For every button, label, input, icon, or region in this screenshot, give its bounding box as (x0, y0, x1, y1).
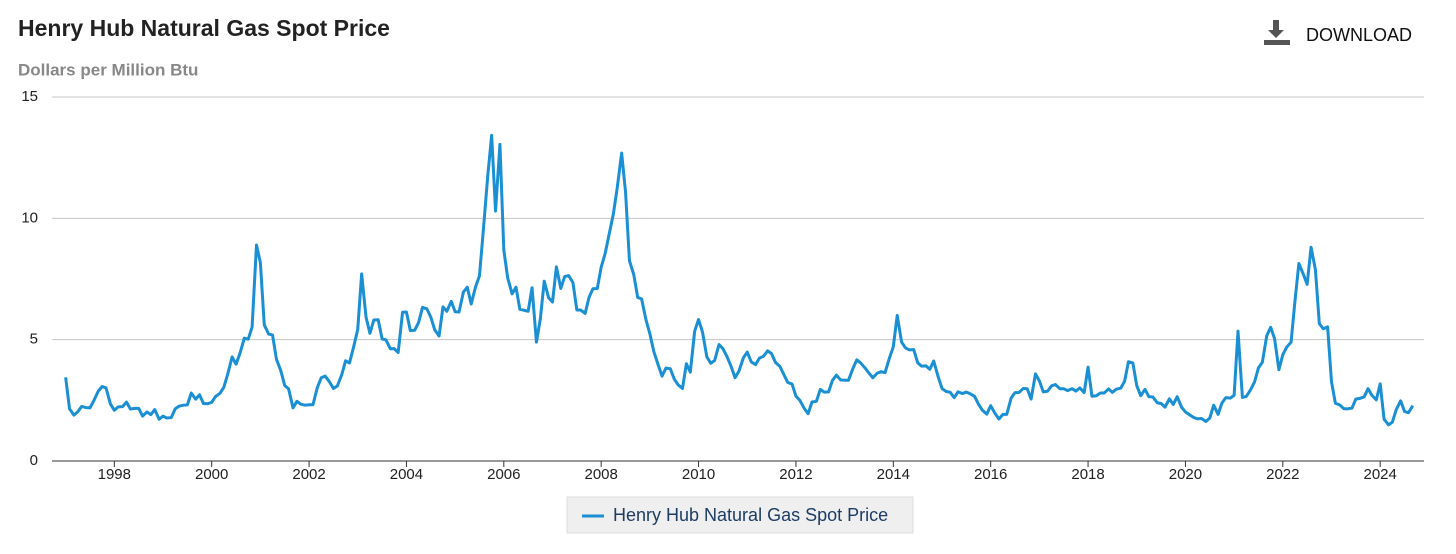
x-tick-label: 2008 (585, 466, 618, 483)
download-button[interactable]: DOWNLOAD (1256, 14, 1436, 54)
x-tick-label: 2010 (682, 466, 715, 483)
download-button-bg[interactable] (1256, 14, 1436, 54)
y-tick-label: 0 (30, 452, 38, 469)
y-tick-label: 15 (21, 88, 38, 105)
legend-label: Henry Hub Natural Gas Spot Price (613, 505, 888, 525)
x-tick-label: 2020 (1169, 466, 1202, 483)
y-tick-label: 5 (30, 331, 38, 348)
download-label[interactable]: DOWNLOAD (1306, 25, 1412, 45)
x-tick-label: 2004 (390, 466, 423, 483)
x-tick-label: 2018 (1071, 466, 1104, 483)
chart-subtitle: Dollars per Million Btu (18, 60, 198, 79)
download-icon[interactable] (1268, 20, 1284, 38)
chart-title: Henry Hub Natural Gas Spot Price (18, 15, 390, 41)
x-tick-label: 2006 (487, 466, 520, 483)
legend: Henry Hub Natural Gas Spot Price (566, 496, 914, 534)
x-tick-label: 2016 (974, 466, 1007, 483)
x-tick-label: 2022 (1266, 466, 1299, 483)
legend-box (566, 496, 914, 534)
x-tick-label: 2002 (292, 466, 325, 483)
x-tick-label: 2024 (1363, 466, 1396, 483)
x-tick-label: 2014 (877, 466, 910, 483)
series-line (64, 133, 1415, 427)
y-tick-label: 10 (21, 209, 38, 226)
download-icon-tray[interactable] (1264, 40, 1290, 45)
x-tick-label: 2000 (195, 466, 228, 483)
x-tick-label: 2012 (779, 466, 812, 483)
plot-area: 0 5 10 15 1998 2000 2002 2004 2006 2008 2010 2012 20… (21, 88, 1424, 483)
x-tick-label: 1998 (98, 466, 131, 483)
